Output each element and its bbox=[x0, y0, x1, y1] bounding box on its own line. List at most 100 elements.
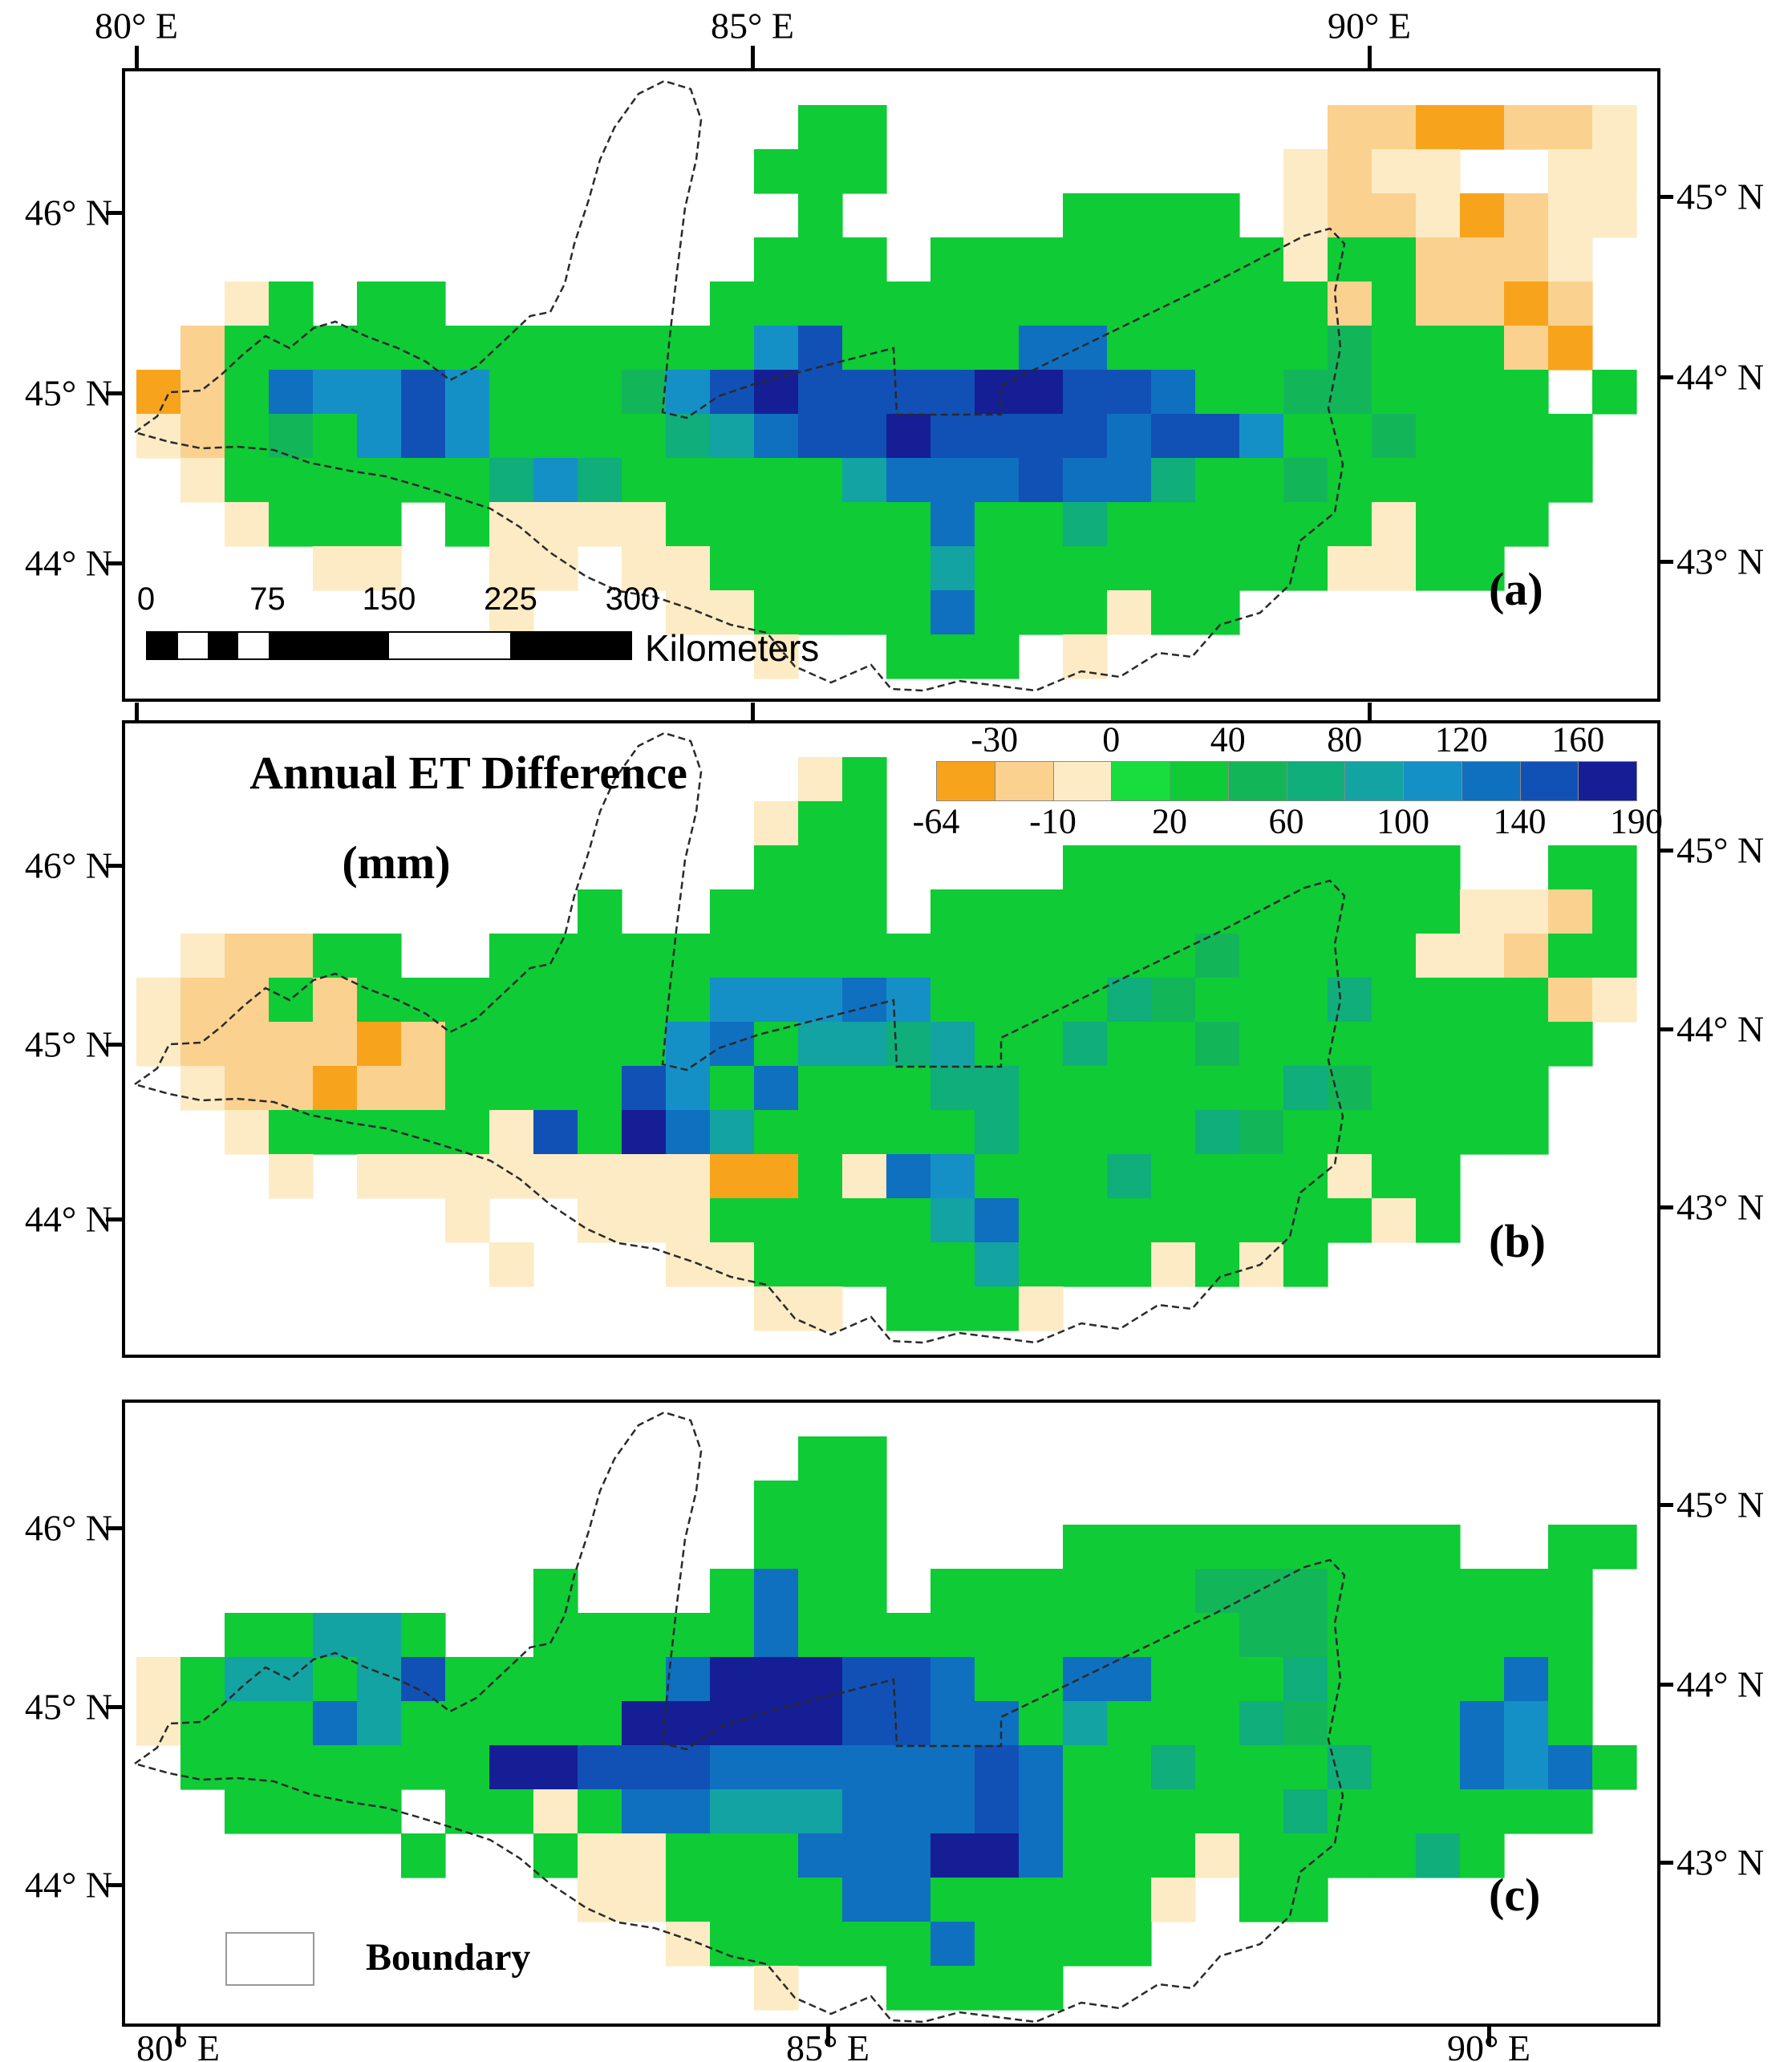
colorbar-lower-break-label: -10 bbox=[1029, 801, 1076, 841]
map-grid-cell bbox=[1416, 1022, 1461, 1067]
scale-bar-tick-label: 150 bbox=[362, 581, 416, 617]
basin-boundary-line bbox=[132, 79, 1346, 692]
map-grid-cell bbox=[1460, 889, 1505, 934]
map-grid-cell bbox=[798, 1242, 843, 1287]
map-grid-cell bbox=[1504, 326, 1549, 371]
map-grid-cell bbox=[489, 1242, 534, 1287]
map-grid-cell bbox=[357, 1657, 402, 1702]
map-grid-cell bbox=[578, 1789, 622, 1834]
map-grid-cell bbox=[401, 1613, 446, 1658]
map-grid-cell bbox=[1328, 1198, 1372, 1243]
map-grid-cell bbox=[842, 326, 887, 371]
colorbar: -30 0 40 80 120 160 -64 -10 20 60 100 140 190 bbox=[913, 720, 1663, 841]
map-grid-cell bbox=[710, 1198, 755, 1243]
colorbar-class-swatch bbox=[1052, 761, 1113, 801]
scale-bar-segment bbox=[509, 633, 630, 658]
map-grid-cell bbox=[842, 801, 887, 846]
map-grid-cell bbox=[975, 978, 1020, 1023]
map-grid-cell bbox=[357, 326, 402, 371]
map-grid-cell bbox=[1504, 105, 1549, 150]
map-grid-cell bbox=[445, 1154, 490, 1199]
map-grid-cell bbox=[842, 1613, 887, 1658]
map-grid-cell bbox=[1239, 237, 1284, 282]
map-grid-cell bbox=[798, 1436, 843, 1481]
map-grid-cell bbox=[1019, 1922, 1064, 1967]
map-grid-cell bbox=[1019, 546, 1064, 591]
map-grid-cell bbox=[1151, 546, 1196, 591]
map-grid-cell bbox=[975, 1922, 1020, 1967]
map-grid-cell bbox=[1548, 1613, 1593, 1658]
map-grid-cell bbox=[1195, 1657, 1240, 1702]
map-grid-cell bbox=[1283, 1066, 1328, 1111]
map-grid-cell bbox=[1372, 1066, 1417, 1111]
map-grid-cell bbox=[1239, 414, 1284, 459]
map-grid-cell bbox=[930, 458, 975, 503]
map-grid-cell bbox=[578, 370, 622, 415]
map-grid-cell bbox=[1416, 1789, 1461, 1834]
latitude-label-left: 45° N bbox=[24, 1023, 112, 1065]
map-grid-cell bbox=[445, 1110, 490, 1155]
map-grid-cell bbox=[1151, 1066, 1196, 1111]
axis-tick bbox=[1657, 1027, 1673, 1031]
map-grid-cell bbox=[1328, 458, 1372, 503]
map-grid-cell bbox=[1063, 590, 1108, 635]
map-grid-cell bbox=[1063, 1657, 1108, 1702]
map-grid-cell bbox=[1063, 1242, 1108, 1287]
map-grid-cell bbox=[1063, 1022, 1108, 1067]
map-grid-cell bbox=[1019, 1745, 1064, 1790]
map-grid-cell bbox=[842, 1198, 887, 1243]
map-grid-cell bbox=[578, 1657, 622, 1702]
map-grid-cell bbox=[1019, 1198, 1064, 1243]
map-grid-cell bbox=[1063, 1745, 1108, 1790]
map-grid-cell bbox=[578, 1613, 622, 1658]
map-grid-cell bbox=[930, 1789, 975, 1834]
map-grid-cell bbox=[886, 1701, 931, 1746]
map-grid-cell bbox=[1460, 1833, 1505, 1878]
colorbar-class-swatch bbox=[936, 761, 995, 801]
map-grid-cell bbox=[225, 1745, 270, 1790]
map-grid-cell bbox=[1592, 934, 1637, 978]
map-grid-cell bbox=[842, 1110, 887, 1155]
map-grid-cell bbox=[1328, 1569, 1372, 1614]
map-grid-cell bbox=[1592, 1745, 1637, 1790]
map-grid-cell bbox=[666, 458, 711, 503]
map-grid-cell bbox=[1416, 414, 1461, 459]
map-grid-cell bbox=[1195, 1701, 1240, 1746]
map-grid-cell bbox=[269, 282, 314, 326]
map-grid-cell bbox=[930, 1242, 975, 1287]
map-grid-cell bbox=[1372, 326, 1417, 371]
map-grid-cell bbox=[666, 1198, 711, 1243]
colorbar-upper-break-label: 80 bbox=[1327, 719, 1363, 760]
map-grid-cell bbox=[313, 1657, 358, 1702]
map-grid-cell bbox=[1283, 1657, 1328, 1702]
map-grid-cell bbox=[975, 1613, 1020, 1658]
map-grid-cell bbox=[930, 1286, 975, 1331]
map-grid-cell bbox=[975, 414, 1020, 459]
map-grid-cell bbox=[710, 934, 755, 978]
map-grid-cell bbox=[533, 978, 578, 1023]
map-grid-cell bbox=[1328, 1110, 1372, 1155]
map-grid-cell bbox=[842, 1569, 887, 1614]
map-grid-cell bbox=[1019, 282, 1064, 326]
map-grid-cell bbox=[1063, 978, 1108, 1023]
map-grid-cell bbox=[1151, 1154, 1196, 1199]
map-grid-cell bbox=[622, 1657, 667, 1702]
longitude-label-top: 80° E bbox=[95, 5, 178, 47]
map-grid-cell bbox=[1107, 1022, 1152, 1067]
map-grid-cell bbox=[710, 414, 755, 459]
map-grid-cell bbox=[975, 1878, 1020, 1922]
map-grid-cell bbox=[842, 149, 887, 194]
map-grid-cell bbox=[798, 326, 843, 371]
map-grid-cell bbox=[710, 1154, 755, 1199]
map-grid-cell bbox=[1548, 326, 1593, 371]
map-grid-cell bbox=[1283, 1789, 1328, 1834]
map-grid-cell bbox=[401, 414, 446, 459]
map-grid-cell bbox=[578, 502, 622, 547]
map-grid-cell bbox=[489, 1022, 534, 1067]
map-grid-cell bbox=[1107, 1613, 1152, 1658]
axis-tick bbox=[106, 1705, 122, 1709]
map-grid-cell bbox=[798, 502, 843, 547]
map-grid-cell bbox=[225, 978, 270, 1023]
map-grid-cell bbox=[886, 1789, 931, 1834]
map-grid-cell bbox=[1548, 845, 1593, 890]
